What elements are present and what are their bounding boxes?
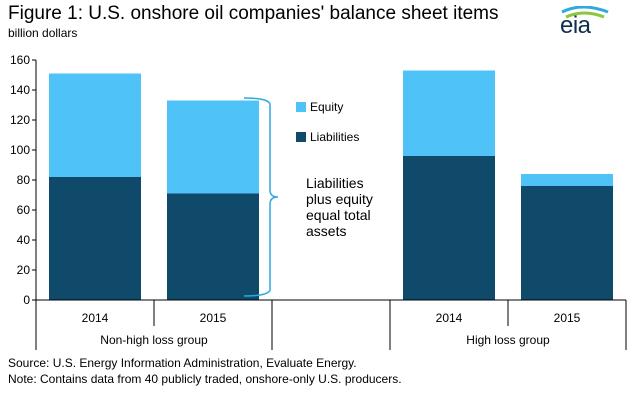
bar-liabilities-4 bbox=[521, 186, 613, 300]
bar-equity-0 bbox=[49, 73, 141, 177]
y-tick-label-7: 140 bbox=[10, 83, 30, 97]
eia-logo-text: eia bbox=[560, 12, 591, 39]
y-tick-label-4: 80 bbox=[17, 173, 31, 187]
brace-annotation bbox=[243, 97, 279, 297]
axis-layer: 2014 2015 2014 2015 0 20 40 60 80 100 120 140 160 Non… bbox=[10, 53, 627, 350]
x-tick-label-3: 2014 bbox=[436, 311, 463, 325]
x-group-label-0: Non-high loss group bbox=[100, 333, 208, 347]
bar-liabilities-0 bbox=[49, 177, 141, 300]
annotation-line-2: plus equity bbox=[306, 191, 373, 207]
source-note: Source: U.S. Energy Information Administ… bbox=[8, 356, 357, 370]
x-tick-label-1: 2015 bbox=[200, 311, 227, 325]
bar-equity-1 bbox=[167, 100, 259, 194]
bar-liabilities-1 bbox=[167, 193, 259, 300]
y-tick-label-0: 0 bbox=[23, 293, 30, 307]
annotation-line-4: assets bbox=[306, 223, 346, 239]
x-group-label-1: High loss group bbox=[466, 333, 550, 347]
chart-title: Figure 1: U.S. onshore oil companies' ba… bbox=[8, 3, 499, 24]
bar-equity-4 bbox=[521, 174, 613, 186]
bars-layer bbox=[49, 70, 613, 300]
units-label: billion dollars bbox=[8, 26, 78, 40]
y-tick-label-6: 120 bbox=[10, 113, 30, 127]
legend-swatch-liabilities bbox=[296, 132, 306, 142]
annotation-line-3: equal total bbox=[306, 207, 371, 223]
data-note: Note: Contains data from 40 publicly tra… bbox=[8, 372, 402, 386]
eia-logo-icon bbox=[561, 6, 609, 19]
legend-swatch-equity bbox=[296, 102, 306, 112]
y-tick-label-5: 100 bbox=[10, 143, 30, 157]
legend-label-liabilities: Liabilities bbox=[310, 130, 359, 144]
annotation-line-1: Liabilities bbox=[306, 175, 364, 191]
y-tick-label-2: 40 bbox=[17, 233, 31, 247]
y-tick-label-8: 160 bbox=[10, 53, 30, 67]
x-tick-label-4: 2015 bbox=[554, 311, 581, 325]
bar-equity-3 bbox=[403, 70, 495, 156]
y-tick-label-1: 20 bbox=[17, 263, 31, 277]
bar-liabilities-3 bbox=[403, 156, 495, 300]
x-tick-label-0: 2014 bbox=[82, 311, 109, 325]
legend-label-equity: Equity bbox=[310, 100, 343, 114]
y-tick-label-3: 60 bbox=[17, 203, 31, 217]
